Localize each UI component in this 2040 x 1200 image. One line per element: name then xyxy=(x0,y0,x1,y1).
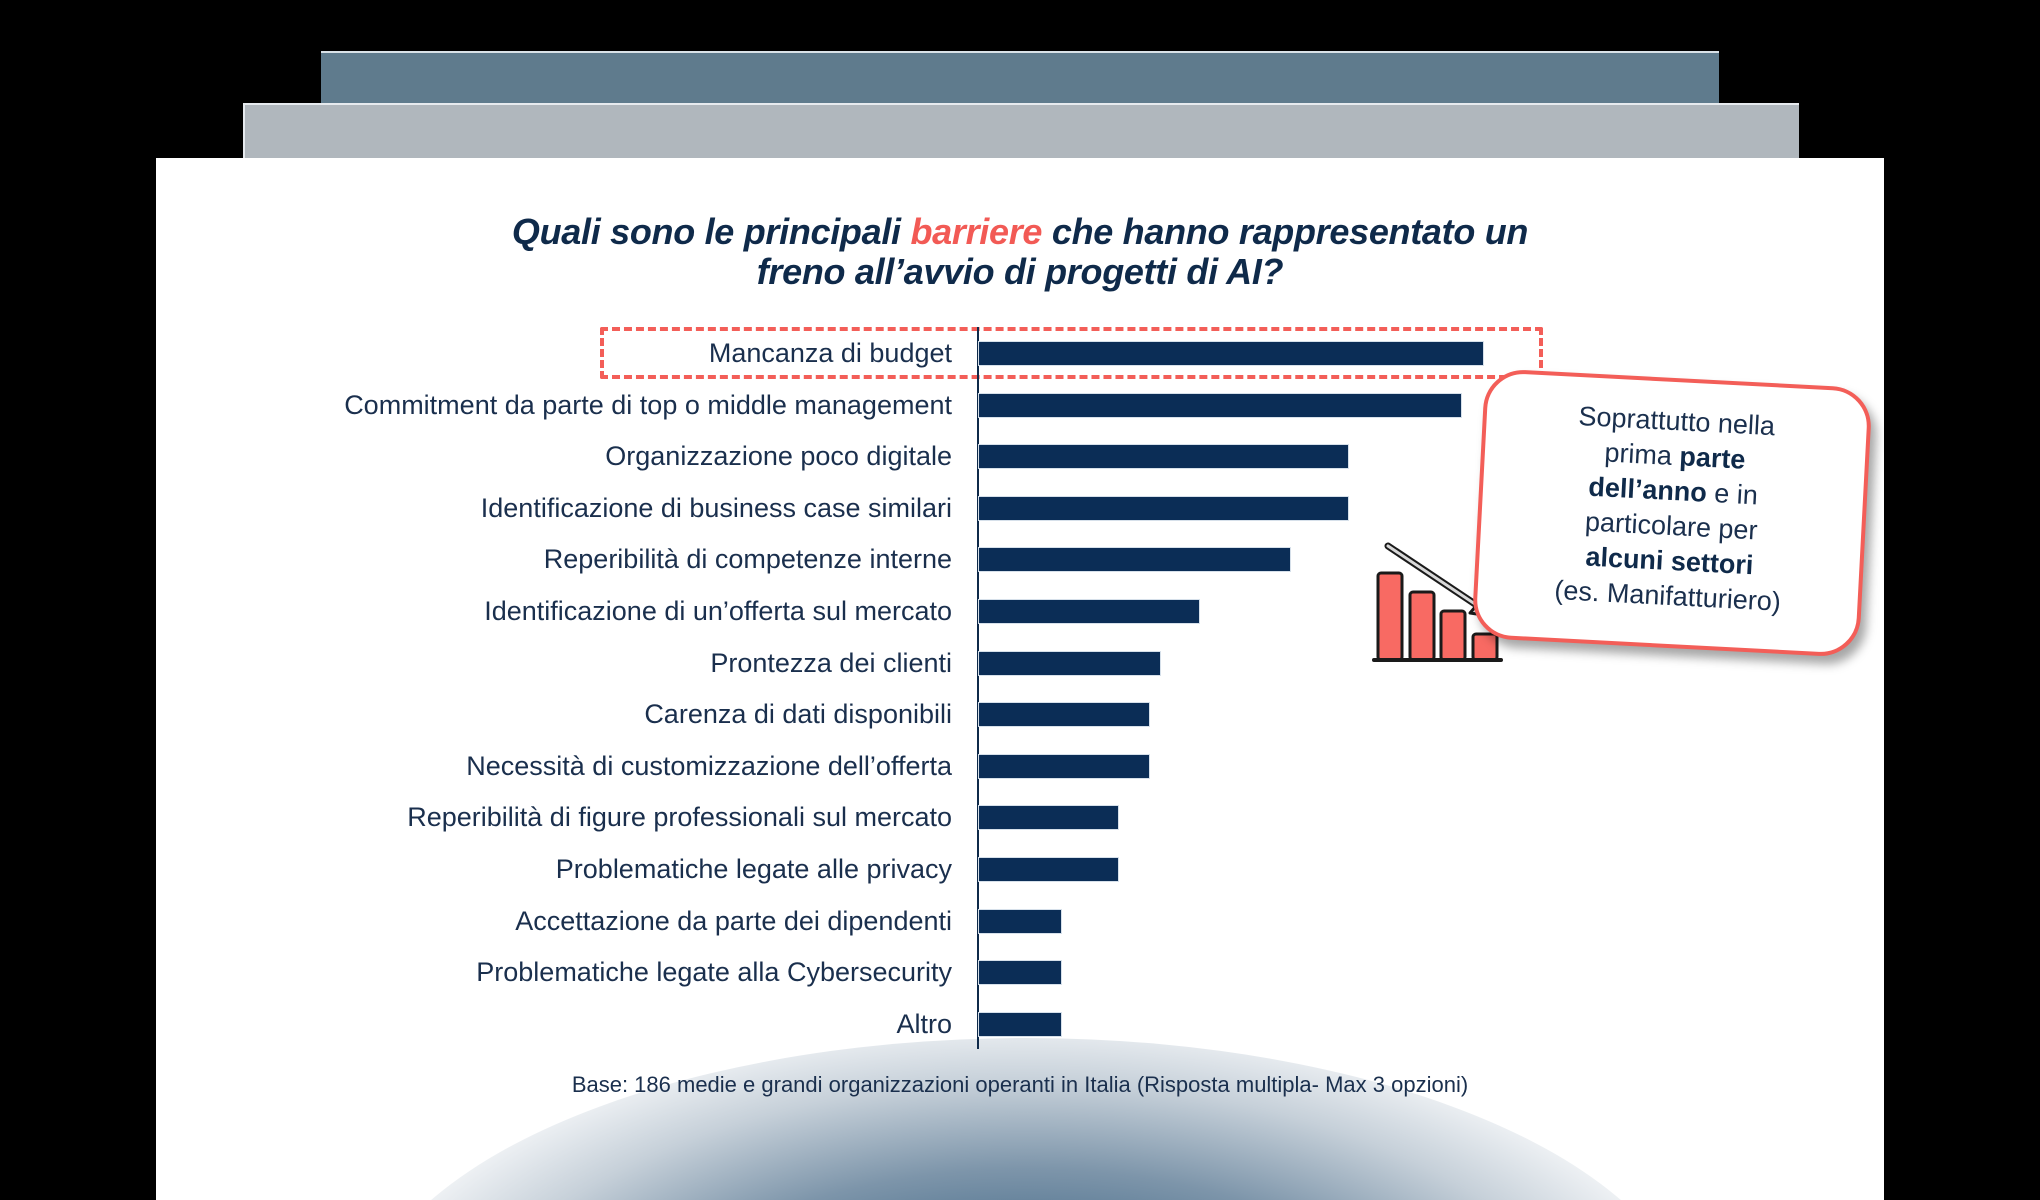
title-text: che hanno rappresentato un xyxy=(1042,211,1529,252)
category-label: Organizzazione poco digitale xyxy=(605,441,952,472)
callout-text: prima xyxy=(1603,437,1681,472)
category-label: Identificazione di business case similar… xyxy=(480,492,952,523)
callout-note: Soprattutto nella prima parte dell’anno … xyxy=(1471,368,1873,658)
title-text: Quali sono le principali xyxy=(511,211,911,252)
bar-row: Mancanza di budget xyxy=(0,328,2040,379)
bar xyxy=(979,548,1290,572)
bar-row: Problematiche legate alle privacy xyxy=(0,844,2040,895)
y-axis-line xyxy=(977,327,979,1049)
bar xyxy=(979,1012,1061,1036)
bar xyxy=(979,961,1061,985)
bar-row: Accettazione da parte dei dipendenti xyxy=(0,896,2040,947)
title-line-2: freno all’avvio di progetti di AI? xyxy=(756,251,1284,292)
category-label: Commitment da parte di top o middle mana… xyxy=(344,389,952,420)
category-label: Problematiche legate alla Cybersecurity xyxy=(476,957,952,988)
category-label: Reperibilità di figure professionali sul… xyxy=(407,802,952,833)
bar xyxy=(979,496,1348,520)
bar xyxy=(979,342,1483,365)
declining-bar-chart-icon xyxy=(1372,542,1503,662)
bar xyxy=(979,651,1160,675)
category-label: Mancanza di budget xyxy=(708,338,952,368)
bar xyxy=(979,858,1118,881)
chart-title: Quali sono le principali barriere che ha… xyxy=(156,212,1884,292)
footnote-base: Base: 186 medie e grandi organizzazioni … xyxy=(571,1072,1469,1097)
category-label: Prontezza dei clienti xyxy=(710,647,952,678)
bar-row: Reperibilità di figure professionali sul… xyxy=(0,792,2040,843)
bar-row: Problematiche legate alla Cybersecurity xyxy=(0,947,2040,998)
bar-row: Organizzazione poco digitale xyxy=(0,431,2040,482)
header-tab-light xyxy=(243,103,1799,161)
callout-text: e in xyxy=(1706,477,1759,511)
bar xyxy=(979,806,1118,830)
bar xyxy=(979,754,1149,778)
bar-row: Necessità di customizzazione dell’offert… xyxy=(0,741,2040,792)
category-label: Altro xyxy=(896,1008,952,1039)
bar-row: Commitment da parte di top o middle mana… xyxy=(0,380,2040,431)
bar-row: Carenza di dati disponibili xyxy=(0,689,2040,740)
category-label: Identificazione di un’offerta sul mercat… xyxy=(484,596,952,626)
category-label: Carenza di dati disponibili xyxy=(644,699,952,730)
highlight-dashed-box xyxy=(600,327,1543,379)
bar-row: Prontezza dei clienti xyxy=(0,638,2040,689)
callout-bold-text: dell’anno xyxy=(1587,471,1708,508)
callout-bold-text: parte xyxy=(1678,441,1747,475)
bar xyxy=(979,600,1199,623)
bar xyxy=(979,703,1149,727)
category-label: Necessità di customizzazione dell’offert… xyxy=(466,750,952,781)
title-line-1: Quali sono le principali barriere che ha… xyxy=(156,212,1884,252)
bar xyxy=(979,393,1461,417)
title-accent-word: barriere xyxy=(910,211,1043,252)
bar xyxy=(979,909,1061,933)
callout-bold-text: alcuni settori xyxy=(1584,541,1755,581)
bar-row: Reperibilità di competenze interne xyxy=(0,534,2040,585)
bar-row: Identificazione di un’offerta sul mercat… xyxy=(0,586,2040,637)
bar-row: Identificazione di business case similar… xyxy=(0,483,2040,534)
category-label: Accettazione da parte dei dipendenti xyxy=(515,905,952,936)
bar xyxy=(979,445,1348,469)
bar-row: Altro xyxy=(0,999,2040,1050)
header-tab-dark xyxy=(321,51,1719,109)
category-label: Reperibilità di competenze interne xyxy=(543,544,952,575)
category-label: Problematiche legate alle privacy xyxy=(555,854,952,884)
bottom-gradient-glow xyxy=(356,1038,1696,1200)
